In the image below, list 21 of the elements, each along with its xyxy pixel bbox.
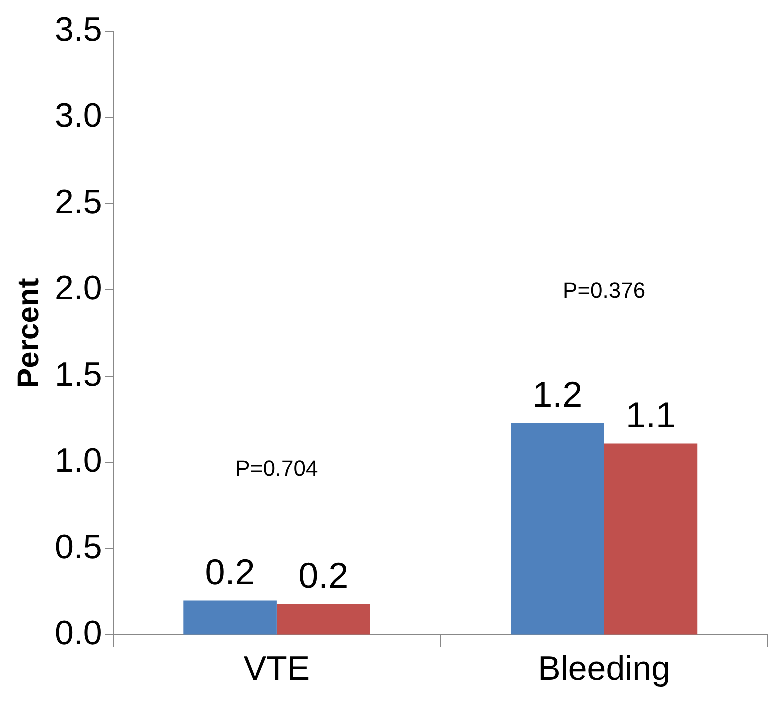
annotation: P=0.376: [563, 278, 646, 304]
y-tick-label: 3.0: [55, 97, 102, 136]
data-label: 0.2: [205, 552, 256, 593]
x-tick-label: VTE: [244, 650, 310, 688]
bar: [511, 423, 604, 635]
data-label: 0.2: [298, 555, 349, 596]
y-tick-label: 1.0: [55, 442, 102, 480]
y-tick-label: 3.5: [55, 10, 102, 49]
y-tick-label: 0.0: [55, 614, 102, 653]
data-label: 1.1: [626, 394, 676, 436]
data-label: 1.2: [532, 374, 583, 415]
bar: [276, 604, 370, 635]
y-tick-label: 0.5: [55, 528, 102, 566]
y-axis-title: Percent: [12, 278, 46, 388]
y-tick-label: 2.0: [55, 270, 102, 308]
y-tick-label: 1.5: [55, 356, 102, 394]
y-tick-label: 2.5: [55, 183, 102, 222]
bar: [604, 444, 698, 635]
bar: [184, 600, 277, 635]
annotation: P=0.704: [236, 456, 318, 481]
x-tick-label: Bleeding: [538, 650, 670, 688]
